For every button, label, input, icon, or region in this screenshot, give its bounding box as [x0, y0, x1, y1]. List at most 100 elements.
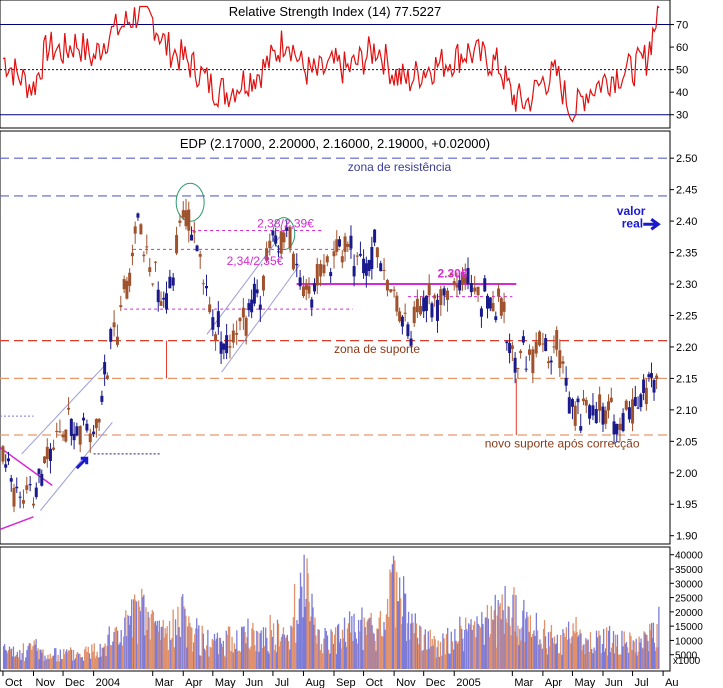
- volume-bar: [395, 627, 397, 669]
- volume-bar: [82, 660, 85, 669]
- volume-bar: [97, 657, 99, 669]
- volume-bar: [546, 654, 549, 669]
- candle-body: [250, 299, 254, 313]
- volume-bar: [580, 633, 582, 669]
- candle-body: [205, 286, 209, 289]
- candle-body: [395, 295, 399, 312]
- volume-bar: [80, 657, 82, 669]
- volume-bar: [74, 658, 77, 669]
- volume-bar: [532, 633, 534, 669]
- volume-bar: [471, 629, 473, 669]
- candle-body: [419, 305, 423, 315]
- candle-body: [521, 336, 525, 343]
- volume-bar: [478, 625, 481, 669]
- volume-bar: [472, 625, 475, 669]
- volume-bar: [167, 650, 170, 669]
- candle-body: [184, 210, 188, 227]
- volume-bar: [502, 610, 504, 669]
- volume-bar: [170, 639, 172, 669]
- volume-bar: [279, 641, 282, 669]
- candle-body: [6, 458, 10, 462]
- volume-bar: [238, 650, 240, 669]
- candle-body: [252, 283, 256, 304]
- volume-bar: [61, 658, 64, 669]
- rsi-tick-label: 30: [676, 110, 688, 122]
- candle-body: [21, 500, 25, 504]
- volume-bar: [248, 647, 250, 669]
- volume-bar: [36, 650, 38, 669]
- volume-bar: [176, 635, 178, 669]
- volume-bar: [47, 654, 49, 669]
- volume-bar: [468, 623, 470, 669]
- candle-body: [476, 286, 480, 296]
- volume-bar: [150, 614, 152, 669]
- candle-body: [198, 254, 202, 257]
- candle-body: [340, 256, 344, 263]
- volume-bar: [155, 625, 157, 669]
- volume-bar: [134, 594, 136, 669]
- candle-body: [329, 272, 333, 277]
- candle-body: [491, 303, 495, 312]
- volume-bar: [246, 637, 248, 669]
- candle-body: [576, 398, 580, 403]
- candle-body: [567, 397, 571, 414]
- volume-bar: [292, 617, 295, 669]
- volume-bar: [239, 651, 242, 669]
- volume-bar: [534, 635, 536, 669]
- candle-body: [584, 400, 588, 406]
- right-arrow-icon: [643, 218, 661, 231]
- volume-bar: [508, 607, 510, 669]
- volume-bar: [280, 637, 283, 669]
- candle-body: [519, 350, 523, 353]
- volume-bar: [8, 646, 11, 669]
- candle-body: [279, 231, 283, 254]
- volume-bar: [330, 629, 332, 669]
- candle-body: [612, 421, 616, 435]
- volume-bar: [420, 626, 422, 669]
- volume-bar: [31, 649, 33, 669]
- volume-bar: [64, 654, 66, 669]
- annotation-5: 2.30€: [437, 267, 467, 281]
- volume-bar: [594, 650, 596, 669]
- candle-body: [72, 433, 76, 441]
- volume-bar: [212, 640, 215, 669]
- volume-bar: [308, 601, 310, 669]
- volume-bar: [3, 644, 6, 669]
- candle-body: [558, 350, 562, 369]
- volume-bar: [137, 600, 140, 669]
- volume-bar: [214, 640, 217, 669]
- volume-bar: [536, 630, 539, 669]
- volume-bar: [569, 638, 571, 669]
- volume-bar: [609, 651, 612, 669]
- volume-bar: [227, 626, 230, 669]
- volume-tick-label: 30000: [675, 579, 703, 590]
- volume-bar: [201, 625, 203, 669]
- candle-body: [546, 361, 550, 364]
- volume-bar: [367, 619, 369, 669]
- volume-bar: [161, 626, 163, 669]
- volume-bar: [413, 633, 415, 669]
- volume-bar: [4, 649, 7, 669]
- price-tick-label: 2.05: [676, 436, 697, 448]
- candle-body: [486, 295, 490, 309]
- volume-bar: [409, 639, 411, 669]
- volume-bar: [550, 625, 553, 669]
- volume-bar: [539, 639, 541, 669]
- volume-bar: [84, 649, 86, 669]
- volume-bar: [360, 619, 362, 669]
- candle-body: [304, 284, 308, 290]
- volume-bar: [140, 611, 142, 669]
- volume-bar: [499, 603, 501, 669]
- volume-bar: [647, 640, 649, 669]
- volume-bar: [73, 659, 76, 669]
- volume-bar: [59, 649, 61, 669]
- volume-bar: [450, 631, 452, 669]
- volume-bar: [488, 637, 491, 669]
- candle-body: [355, 255, 359, 257]
- volume-bar: [533, 630, 535, 669]
- candle-body: [424, 295, 428, 311]
- volume-bar: [23, 661, 26, 669]
- rsi-tick-label: 50: [676, 65, 688, 77]
- candle-body: [125, 280, 129, 299]
- volume-bar: [127, 614, 129, 669]
